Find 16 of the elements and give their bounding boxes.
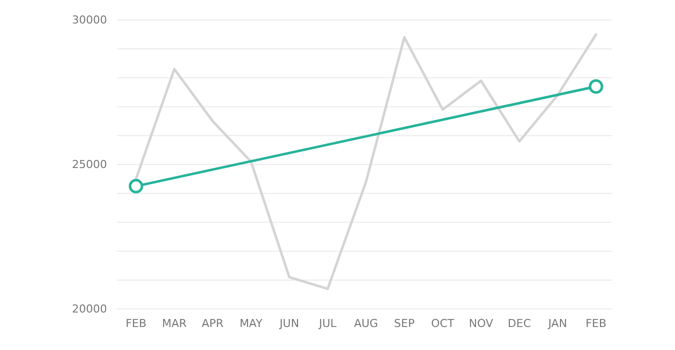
- y-tick-label: 30000: [72, 14, 107, 27]
- x-tick-label: APR: [202, 316, 224, 330]
- x-tick-label: FEB: [126, 316, 146, 330]
- x-tick-label: DEC: [508, 316, 532, 330]
- x-tick-label: MAR: [162, 316, 188, 330]
- x-tick-label: FEB: [586, 316, 606, 330]
- x-tick-label: NOV: [468, 316, 494, 330]
- x-tick-label: JAN: [547, 316, 568, 330]
- x-tick-label: SEP: [394, 316, 415, 330]
- x-tick-label: AUG: [354, 316, 378, 330]
- x-tick-label: MAY: [240, 316, 263, 330]
- y-tick-label: 25000: [72, 158, 107, 172]
- y-tick-label: 20000: [72, 302, 107, 316]
- x-tick-label: JUL: [318, 316, 338, 330]
- x-tick-label: OCT: [431, 316, 454, 330]
- x-tick-label: JUN: [278, 316, 300, 330]
